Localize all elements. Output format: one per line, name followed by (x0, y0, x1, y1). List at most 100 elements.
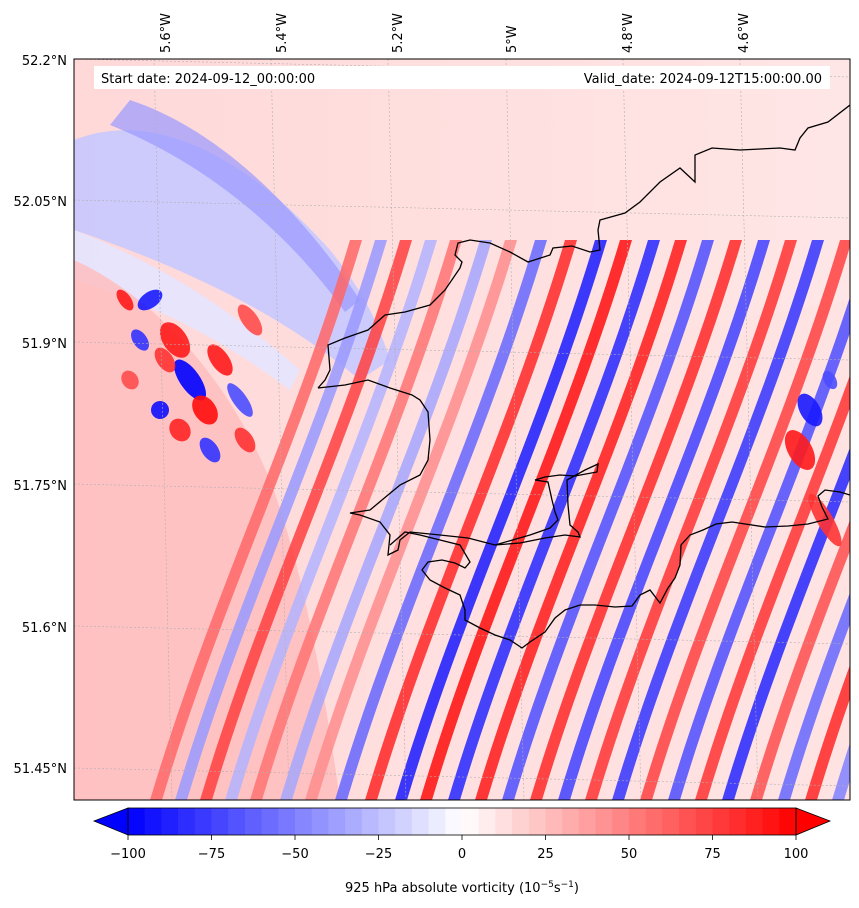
vorticity-stripe (448, 240, 660, 800)
start-date-label: Start date: 2024-09-12_00:00:00 (101, 72, 315, 87)
gridline-lon (270, 59, 290, 800)
vorticity-stripe (395, 240, 607, 800)
vorticity-blob (199, 437, 221, 463)
colorbar-segment (662, 808, 680, 835)
colorbar-tick-label: 25 (537, 847, 554, 862)
vorticity-blob (154, 347, 176, 373)
vorticity-blob (116, 289, 134, 311)
colorbar-tick-label: −50 (281, 847, 308, 862)
vorticity-blob (192, 395, 218, 425)
vorticity-blob (151, 401, 169, 419)
vorticity-stripe (365, 240, 577, 800)
map-frame (73, 58, 851, 801)
colorbar-tick-label: 50 (621, 847, 638, 862)
colorbar-tick-label: 100 (784, 847, 809, 862)
lat-tick-label: 51.6°N (22, 621, 67, 636)
lat-tick-label: 51.9°N (22, 337, 67, 352)
vorticity-stripe (778, 592, 850, 800)
vorticity-stripe (250, 240, 462, 800)
vorticity-blob (234, 427, 256, 453)
colorbar-segment (462, 808, 480, 835)
colorbar-segment (178, 808, 196, 835)
gridline-lon (739, 59, 759, 800)
colorbar-segment (612, 808, 630, 835)
colorbar-segment (545, 808, 563, 835)
vorticity-stripe (502, 240, 714, 800)
colorbar-segment (445, 808, 463, 835)
colorbar-segment (629, 808, 647, 835)
map-gridlines (74, 59, 850, 800)
colorbar-segment (311, 808, 329, 835)
vorticity-stripe (280, 240, 492, 800)
colorbar-segment (428, 808, 446, 835)
colorbar-segment (295, 808, 313, 835)
colorbar-min-arrow (92, 807, 129, 836)
gridline-lon (622, 59, 642, 800)
colorbar-segment (144, 808, 162, 835)
colorbar-tick-labels: −100 −75 −50 −25 0 25 50 75 100 (110, 847, 808, 862)
colorbar-tick-label: −75 (198, 847, 225, 862)
vorticity-stripe (225, 240, 437, 800)
vorticity-stripe (335, 240, 547, 800)
latitude-tick-labels: 52.2°N 52.05°N 51.9°N 51.75°N 51.6°N 51.… (14, 54, 67, 777)
colorbar-segment (161, 808, 179, 835)
colorbar-tick-label: −25 (365, 847, 392, 862)
colorbar-segment (528, 808, 546, 835)
lon-tick-label: 4.8°W (621, 13, 636, 53)
colorbar-segment (595, 808, 613, 835)
gridline-lat (74, 483, 850, 503)
gridline-lat (74, 625, 850, 645)
colorbar-tick-label: 0 (458, 847, 466, 862)
vorticity-blob (173, 359, 207, 401)
vorticity-blob (784, 430, 816, 470)
lon-tick-label: 5°W (505, 25, 520, 53)
colorbar-segment (729, 808, 747, 835)
lon-tick-label: 5.6°W (159, 13, 174, 53)
colorbar-segment (745, 808, 764, 835)
vorticity-stripe (805, 664, 850, 800)
colorbar-tick-label: −100 (110, 847, 146, 862)
vorticity-blob (159, 322, 191, 358)
vorticity-blob (137, 289, 163, 311)
colorbar: −100 −75 −50 −25 0 25 50 75 100 925 hPa … (92, 807, 832, 896)
colorbar-segment (578, 808, 597, 835)
colorbar-tick-label: 75 (704, 847, 721, 862)
vorticity-stripe (832, 742, 850, 800)
vorticity-stripe (175, 240, 387, 800)
vorticity-blob (797, 393, 823, 427)
colorbar-segment (211, 808, 229, 835)
vorticity-stripe (475, 240, 687, 800)
lat-tick-label: 52.05°N (14, 195, 67, 210)
gridline-lat (74, 199, 850, 219)
colorbar-segment (645, 808, 663, 835)
vorticity-blob (121, 370, 139, 390)
lon-tick-label: 4.6°W (737, 13, 752, 53)
lon-tick-label: 5.4°W (275, 13, 290, 53)
colorbar-segment (128, 808, 146, 835)
lat-tick-label: 51.75°N (14, 479, 67, 494)
vorticity-stripe (585, 240, 797, 800)
gridline-lon (387, 59, 407, 800)
colorbar-segment (478, 808, 496, 835)
vorticity-stripe (200, 240, 412, 800)
lat-tick-label: 51.45°N (14, 762, 67, 777)
colorbar-segment (328, 808, 346, 835)
vorticity-blob (169, 418, 191, 442)
vorticity-wave-stripes (150, 240, 850, 800)
gridline-lon (505, 59, 525, 800)
coastline-pembrokeshire (317, 379, 599, 557)
vorticity-field (74, 59, 850, 800)
vorticity-blobs (116, 289, 842, 547)
vorticity-stripe (305, 240, 517, 800)
colorbar-segment (762, 808, 780, 835)
colorbar-segment (228, 808, 246, 835)
gridline-lat (74, 767, 850, 787)
valid-date-label: Valid_date: 2024-09-12T15:00:00.00 (584, 72, 822, 87)
vorticity-stripe (722, 447, 850, 800)
longitude-tick-labels: 5.6°W 5.4°W 5.2°W 5°W 4.8°W 4.6°W (159, 13, 752, 53)
gridline-lon (153, 59, 173, 800)
colorbar-segment (194, 808, 212, 835)
lon-tick-label: 5.2°W (391, 13, 406, 53)
vorticity-blob (207, 344, 233, 376)
lat-tick-label: 52.2°N (22, 54, 67, 69)
